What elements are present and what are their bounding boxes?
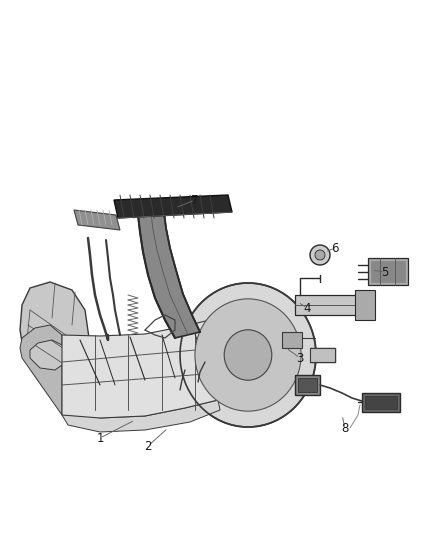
Text: 8: 8	[341, 422, 349, 434]
Polygon shape	[62, 400, 220, 432]
Polygon shape	[62, 318, 218, 418]
Polygon shape	[282, 332, 302, 348]
Polygon shape	[355, 290, 375, 320]
Polygon shape	[74, 210, 120, 230]
Text: 7: 7	[191, 193, 199, 206]
Polygon shape	[298, 378, 317, 392]
Text: 5: 5	[381, 265, 389, 279]
Polygon shape	[368, 258, 408, 285]
Polygon shape	[362, 393, 400, 412]
Polygon shape	[20, 282, 90, 388]
Text: 3: 3	[297, 351, 304, 365]
Ellipse shape	[180, 283, 316, 427]
Polygon shape	[20, 325, 62, 415]
Circle shape	[315, 250, 325, 260]
Ellipse shape	[195, 299, 301, 411]
Circle shape	[310, 245, 330, 265]
Polygon shape	[295, 295, 365, 315]
Polygon shape	[365, 396, 397, 409]
Text: 1: 1	[96, 432, 104, 445]
Text: 6: 6	[331, 241, 339, 254]
Polygon shape	[295, 375, 320, 395]
Polygon shape	[310, 348, 335, 362]
Polygon shape	[114, 195, 232, 218]
Polygon shape	[371, 261, 405, 282]
Text: 2: 2	[144, 440, 152, 453]
Text: 4: 4	[303, 302, 311, 314]
Polygon shape	[138, 212, 200, 338]
Ellipse shape	[224, 330, 272, 380]
